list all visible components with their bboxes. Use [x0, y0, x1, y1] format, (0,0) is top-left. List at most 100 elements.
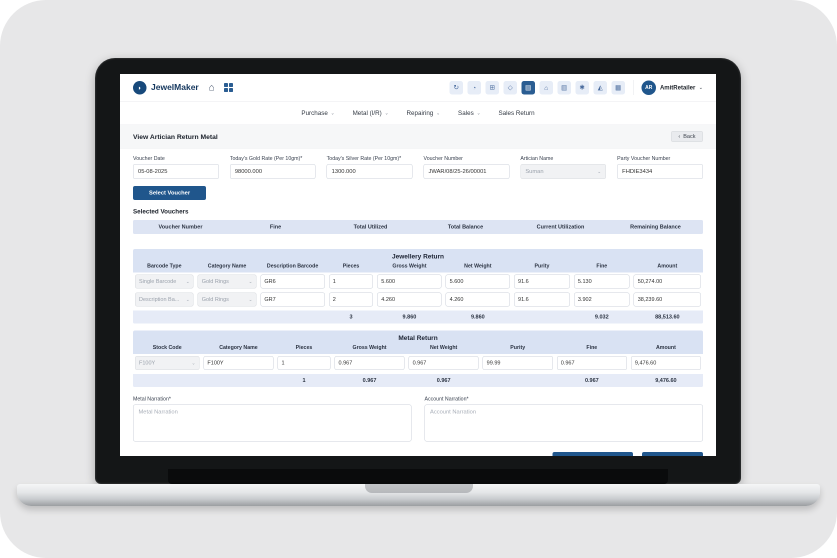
apps-grid-icon[interactable]: [223, 83, 233, 92]
field-label: Voucher Number: [423, 155, 463, 162]
returns-icon[interactable]: ▤: [521, 80, 535, 95]
gross-weight-input[interactable]: [377, 292, 442, 307]
category-name-select[interactable]: Gold Rings ⌄: [197, 274, 257, 289]
divider: [632, 80, 634, 95]
column-header: Barcode Type: [147, 263, 182, 269]
pieces-input[interactable]: [277, 356, 331, 370]
metal-return-header-row: Stock Code Category Name Pieces Gross We…: [133, 345, 703, 355]
column-header: Total Utilized: [353, 224, 388, 230]
selected-vouchers-empty-body: [133, 234, 703, 242]
table-row: F100Y ⌄: [133, 354, 703, 372]
amount-input[interactable]: [633, 274, 701, 289]
selected-vouchers-heading: Selected Vouchers: [133, 208, 189, 215]
coins-icon[interactable]: ◔: [467, 80, 481, 95]
metal-narration-textarea[interactable]: [133, 404, 412, 442]
column-header: Purity: [534, 263, 550, 269]
column-header: Amount: [655, 344, 676, 351]
chevron-down-icon: ⌄: [248, 296, 253, 302]
total-net: 0.967: [436, 377, 451, 384]
laptop-base: [17, 484, 820, 506]
purity-input[interactable]: [482, 356, 553, 370]
category-name-input[interactable]: [203, 356, 274, 370]
update-narration-button[interactable]: Update Narration: [552, 452, 633, 456]
voucher-number-input[interactable]: [423, 164, 510, 179]
refresh-icon[interactable]: ↻: [449, 80, 463, 95]
selected-value: Gold Rings: [201, 296, 229, 303]
net-weight-input[interactable]: [445, 274, 511, 289]
barcode-type-select[interactable]: Description Ba... ⌄: [135, 292, 194, 307]
bank-icon[interactable]: ⌂: [539, 80, 553, 95]
settings-icon[interactable]: ✱: [575, 80, 589, 95]
column-header: Pieces: [342, 263, 360, 269]
module-icon-row: ↻ ◔ ⊞ ◇ ▤ ⌂ ▥ ✱ ◭ ▦: [449, 80, 625, 95]
voucher-date-input[interactable]: [133, 164, 219, 179]
purity-input[interactable]: [514, 292, 570, 307]
home-icon[interactable]: ⌂: [208, 82, 215, 93]
main-nav: Purchase ⌄ Metal (I/R) ⌄ Repairing ⌄ Sal…: [120, 102, 716, 125]
gross-weight-input[interactable]: [377, 274, 442, 289]
user-name: AmitRetailer: [659, 84, 696, 91]
metal-return-title: Metal Return: [398, 334, 438, 342]
party-voucher-input[interactable]: [617, 164, 704, 179]
back-button[interactable]: ‹ Back: [670, 131, 703, 142]
print-button[interactable]: Print: [641, 452, 703, 456]
account-narration-field: Account Narration*: [424, 396, 703, 444]
net-weight-input[interactable]: [445, 292, 511, 307]
nav-purchase[interactable]: Purchase ⌄: [301, 110, 334, 117]
jewellery-return-title: Jewellery Return: [391, 252, 445, 261]
column-header: Category Name: [219, 344, 258, 351]
pieces-input[interactable]: [328, 292, 374, 307]
nav-label: Metal (I/R): [352, 109, 382, 117]
chevron-down-icon: ⌄: [698, 84, 703, 91]
chevron-down-icon: ⌄: [597, 168, 602, 174]
tag-icon[interactable]: ◇: [503, 80, 517, 95]
column-header: Net Weight: [464, 263, 492, 269]
nav-sales-return[interactable]: Sales Return: [498, 110, 534, 117]
description-barcode-input[interactable]: [260, 274, 325, 289]
fine-input[interactable]: [573, 274, 630, 289]
user-menu[interactable]: AR AmitRetailer ⌄: [641, 80, 703, 95]
chevron-down-icon: ⌄: [436, 110, 441, 116]
fine-input[interactable]: [556, 356, 627, 370]
laptop-lid-notch: [364, 484, 473, 493]
column-header: Category Name: [207, 263, 247, 269]
page-title: View Artician Return Metal: [133, 132, 218, 141]
jewelmaker-app: ◗ JewelMaker ⌂ ↻ ◔ ⊞ ◇ ▤ ⌂ ▥ ✱ ◭ ▦: [120, 74, 716, 456]
amount-input[interactable]: [633, 292, 701, 307]
pieces-input[interactable]: [328, 274, 374, 289]
field-label: Metal Narration*: [133, 396, 171, 402]
column-header: Fine: [269, 224, 282, 230]
field-label: Account Narration*: [424, 396, 469, 402]
nav-label: Repairing: [406, 109, 434, 117]
artician-name-select[interactable]: Suman ⌄: [520, 164, 607, 179]
metal-return-section: Metal Return Stock Code Category Name Pi…: [133, 330, 703, 387]
column-header: Stock Code: [152, 344, 182, 351]
reports-icon[interactable]: ▦: [611, 80, 625, 95]
silver-rate-input[interactable]: [326, 164, 413, 179]
barcode-type-select[interactable]: Single Barcode ⌄: [135, 274, 194, 289]
nav-sales[interactable]: Sales ⌄: [458, 110, 480, 117]
gold-rate-input[interactable]: [229, 164, 316, 179]
category-name-select[interactable]: Gold Rings ⌄: [197, 292, 257, 307]
brand-name: JewelMaker: [151, 82, 199, 93]
description-barcode-input[interactable]: [260, 292, 325, 307]
purity-input[interactable]: [514, 274, 570, 289]
nav-label: Sales: [458, 109, 474, 117]
nav-label: Sales Return: [498, 109, 535, 117]
nav-label: Purchase: [301, 109, 328, 117]
network-icon[interactable]: ⊞: [485, 80, 499, 95]
amount-input[interactable]: [630, 356, 701, 370]
field-label: Voucher Date: [133, 155, 165, 162]
select-voucher-button[interactable]: Select Voucher: [133, 186, 207, 200]
nav-repairing[interactable]: Repairing ⌄: [407, 110, 441, 117]
ledger-icon[interactable]: ▥: [557, 80, 571, 95]
fine-input[interactable]: [573, 292, 630, 307]
total-pieces: 3: [349, 314, 353, 320]
nav-metal-ir[interactable]: Metal (I/R) ⌄: [353, 110, 389, 117]
selected-value: Suman: [525, 168, 544, 175]
stock-code-select[interactable]: F100Y ⌄: [135, 356, 200, 370]
net-weight-input[interactable]: [408, 356, 479, 370]
account-narration-textarea[interactable]: [424, 404, 703, 442]
gross-weight-input[interactable]: [334, 356, 405, 370]
artisan-icon[interactable]: ◭: [593, 80, 607, 95]
